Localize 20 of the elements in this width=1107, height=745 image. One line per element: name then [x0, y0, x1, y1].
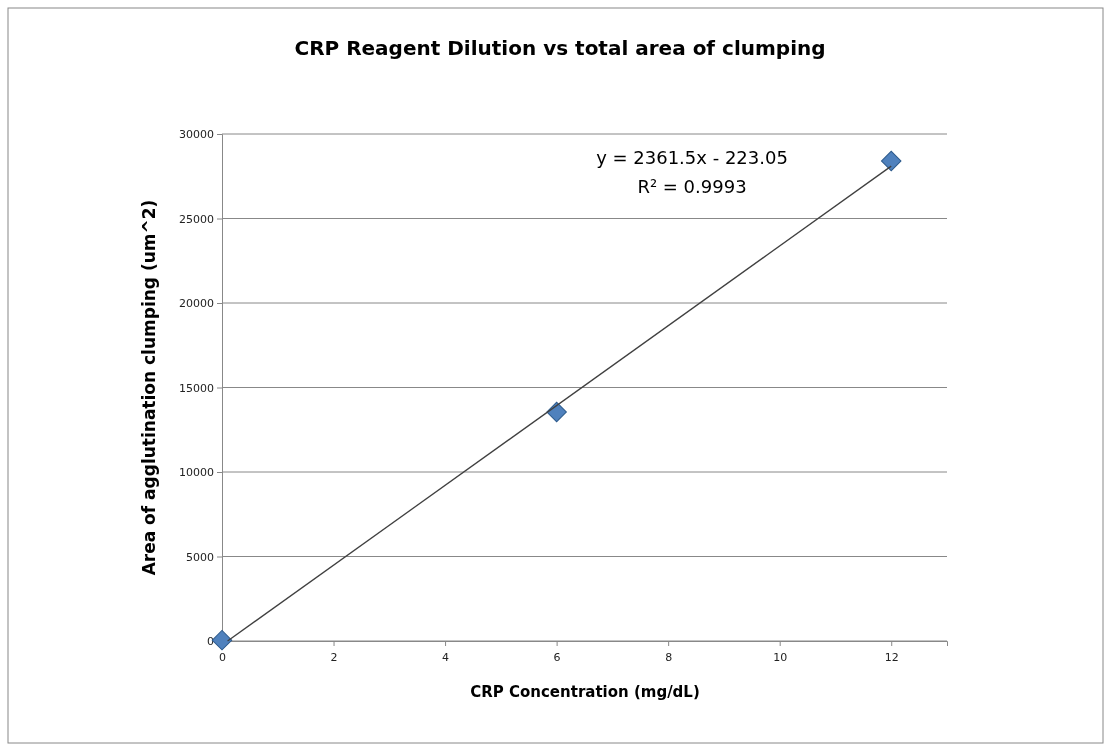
- x-tick-label: 4: [442, 651, 450, 665]
- x-tick-label: 12: [884, 651, 899, 665]
- y-tick-label: 15000: [179, 381, 214, 395]
- x-tick-label: 6: [553, 651, 561, 665]
- y-tick-label: 10000: [179, 466, 214, 480]
- y-tick-label: 20000: [179, 297, 214, 311]
- y-tick-label: 25000: [179, 212, 214, 226]
- chart-title: CRP Reagent Dilution vs total area of clumping: [294, 36, 826, 60]
- annotation: R² = 0.9993: [637, 176, 747, 197]
- x-tick-label: 10: [773, 651, 788, 665]
- annotation: y = 2361.5x - 223.05: [596, 147, 788, 168]
- point: [880, 150, 902, 172]
- x-axis-title: CRP Concentration (mg/dL): [470, 683, 700, 701]
- x-tick-label: 0: [219, 651, 226, 665]
- x-tick-label: 8: [665, 651, 673, 665]
- y-tick-label: 5000: [186, 550, 214, 564]
- x-tick-label: 2: [330, 651, 338, 665]
- y-axis-title: Area of agglutination clumping (um^2): [139, 199, 159, 576]
- y-tick-label: 30000: [179, 128, 214, 142]
- point: [546, 401, 567, 423]
